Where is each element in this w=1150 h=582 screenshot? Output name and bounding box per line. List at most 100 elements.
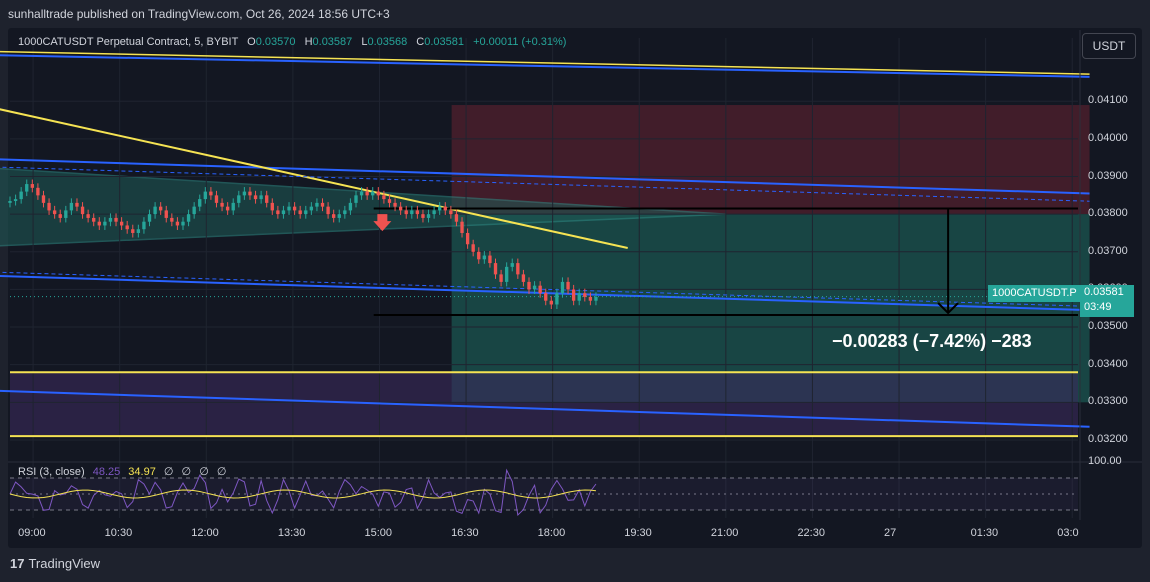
candle-body-4 <box>30 184 34 188</box>
candle-body-57 <box>326 206 330 215</box>
candle-body-69 <box>393 202 397 207</box>
x-tick-label-2: 12:00 <box>191 527 219 539</box>
rsi-pane <box>9 468 1078 517</box>
candle-body-48 <box>276 210 280 215</box>
high-key: H <box>304 36 313 48</box>
x-tick-label-0: 09:00 <box>18 527 46 539</box>
candle-body-62 <box>354 195 358 203</box>
candle-body-39 <box>225 206 230 211</box>
candle-body-23 <box>136 229 141 233</box>
candle-body-50 <box>287 206 291 211</box>
position-zones <box>0 105 1090 437</box>
candle-body-105 <box>594 296 598 301</box>
currency-button[interactable]: USDT <box>1082 33 1136 59</box>
candle-body-49 <box>281 210 286 215</box>
top-bar: sunhalltrade published on TradingView.co… <box>0 0 1150 28</box>
candle-body-8 <box>52 210 57 215</box>
candle-body-103 <box>583 293 587 297</box>
candle-body-64 <box>365 191 369 196</box>
footer-brand[interactable]: 17 TradingView <box>10 556 100 571</box>
tradingview-logo-icon: 17 <box>10 556 25 571</box>
y-tick-label-6: 0.03500 <box>1088 320 1128 333</box>
candle-body-104 <box>588 296 593 301</box>
candle-body-51 <box>292 206 297 211</box>
x-tick-label-5: 16:30 <box>451 527 479 539</box>
candle-body-80 <box>454 214 459 222</box>
rsi-name: RSI (3, close) <box>18 466 85 478</box>
price-axis <box>8 30 1142 520</box>
sell-signal-icon <box>373 214 392 232</box>
y-tick-label-2: 0.03900 <box>1088 169 1128 182</box>
y-tick-label-7: 0.03400 <box>1088 357 1128 370</box>
support-band <box>10 372 1078 437</box>
candle-body-93 <box>527 281 531 290</box>
take-profit-zone <box>451 214 1090 403</box>
candle-body-92 <box>521 274 526 282</box>
measure-arrow-head <box>937 302 959 315</box>
high-value: 0.03587 <box>312 36 353 48</box>
candle-body-40 <box>231 202 235 211</box>
candle-body-94 <box>532 285 537 290</box>
candle-body-31 <box>181 221 185 226</box>
candle-body-20 <box>119 221 124 226</box>
candle-body-89 <box>504 266 509 282</box>
candle-body-29 <box>170 217 174 222</box>
y-tick-label-9: 0.03200 <box>1088 432 1128 445</box>
candle-body-36 <box>209 191 213 196</box>
candle-body-66 <box>376 191 380 196</box>
candle-body-95 <box>538 285 542 294</box>
candle-body-77 <box>438 206 442 211</box>
candle-body-67 <box>382 195 386 200</box>
candle-body-88 <box>499 274 503 282</box>
rsi-axis-label: 100.00 <box>1088 455 1122 467</box>
y-tick-label-1: 0.04000 <box>1088 131 1128 144</box>
x-tick-label-3: 13:30 <box>277 527 306 539</box>
candle-body-21 <box>125 225 129 230</box>
candle-body-79 <box>449 210 453 215</box>
candle-body-47 <box>270 202 274 211</box>
candle-body-28 <box>164 210 168 218</box>
candle-body-16 <box>97 221 101 226</box>
candle-body-98 <box>555 293 559 305</box>
candle-body-96 <box>544 293 548 301</box>
trendline-yellow-descending <box>0 108 628 250</box>
channel-bottom-outer-line <box>0 389 1090 428</box>
channel-top-outer-line <box>0 54 1090 78</box>
x-tick-label-4: 15:00 <box>364 527 392 539</box>
low-value: 0.03568 <box>367 36 408 48</box>
candle-body-38 <box>220 202 224 207</box>
candles <box>8 179 598 309</box>
candle-body-91 <box>516 263 520 275</box>
candle-body-35 <box>203 191 207 200</box>
candle-body-54 <box>309 206 314 211</box>
last-price: 0.03581 <box>1084 286 1124 298</box>
candle-body-18 <box>108 217 113 222</box>
x-tick-label-7: 19:30 <box>624 527 652 539</box>
candle-body-61 <box>348 202 353 211</box>
candle-body-9 <box>58 214 62 218</box>
candle-body-87 <box>493 263 498 275</box>
candle-body-43 <box>248 191 252 196</box>
candle-body-32 <box>186 214 191 222</box>
low-key: L <box>361 36 368 48</box>
change-value: +0.00011 (+0.31%) <box>473 36 567 48</box>
symbol-legend: 1000CATUSDT Perpetual Contract, 5, BYBIT… <box>18 36 566 48</box>
candle-body-44 <box>253 195 258 200</box>
drawing-lines <box>0 50 1090 438</box>
last-price-box: 0.03581 03:49 <box>1080 285 1134 317</box>
candle-body-52 <box>298 210 302 215</box>
candle-body-59 <box>337 214 341 218</box>
x-tick-label-12: 03:0 <box>1057 527 1079 539</box>
x-tick-label-6: 18:00 <box>537 527 566 539</box>
candle-body-19 <box>114 217 118 222</box>
candle-body-82 <box>465 232 470 245</box>
rsi-null-1: ∅ <box>163 466 174 478</box>
channel-lower-dashed <box>0 271 1090 307</box>
x-tick-label-11: 01:30 <box>970 527 999 539</box>
candle-body-75 <box>426 214 431 218</box>
x-tick-label-8: 21:00 <box>710 527 739 539</box>
candle-body-7 <box>47 202 51 211</box>
close-value: 0.03581 <box>424 36 465 48</box>
candle-body-42 <box>242 191 247 196</box>
